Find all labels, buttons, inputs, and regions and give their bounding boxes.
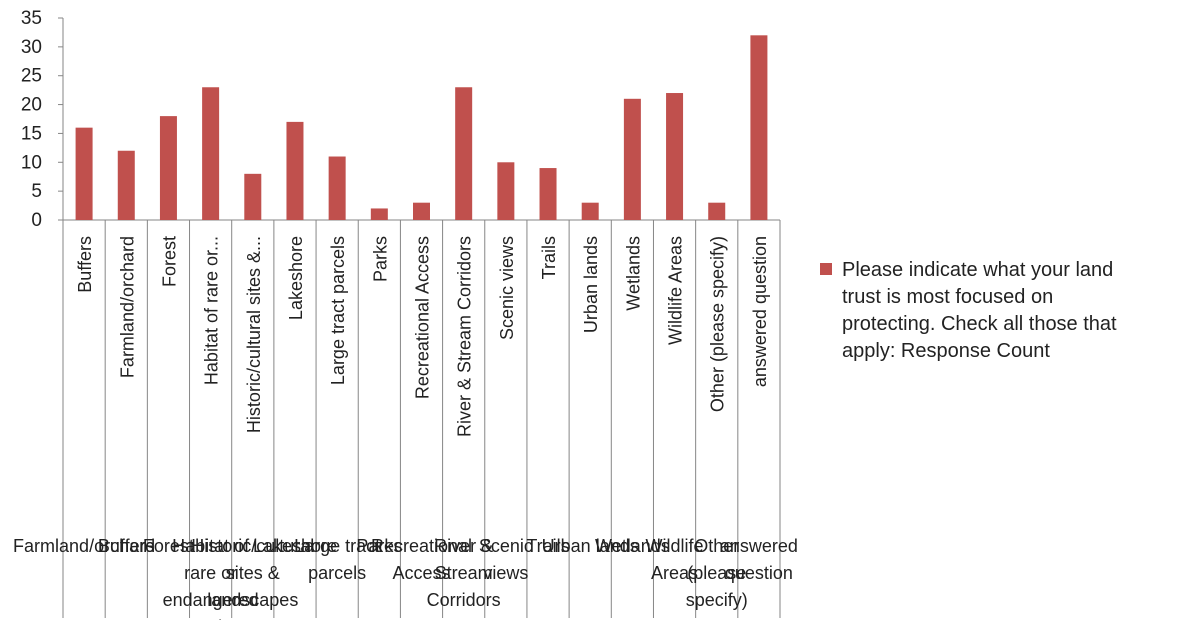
- y-tick-label: 30: [21, 37, 42, 58]
- bar: [244, 173, 262, 220]
- secondary-category-label: Wetlands: [595, 536, 670, 556]
- secondary-category-label: River & Stream Corridors: [427, 536, 501, 610]
- bar: [666, 93, 684, 220]
- bar: [539, 168, 557, 220]
- bars: [75, 35, 768, 220]
- bar: [370, 208, 388, 220]
- secondary-category-label: Wildlife Areas: [646, 536, 704, 583]
- legend: Please indicate what your land trust is …: [820, 257, 1180, 365]
- category-label: Farmland/orchard: [117, 236, 137, 378]
- bar: [497, 162, 515, 220]
- secondary-category-label: Large tract parcels: [294, 536, 380, 583]
- category-label: Trails: [539, 236, 559, 279]
- y-tick-label: 5: [31, 181, 42, 202]
- bar: [328, 156, 346, 220]
- bar: [413, 202, 430, 220]
- secondary-category-label: Lakeshore: [253, 536, 337, 556]
- secondary-category-label: Trails: [526, 536, 569, 556]
- legend-swatch: [820, 263, 832, 275]
- axes: 0 5 10 15 20 25 30 35: [21, 8, 781, 618]
- bar: [286, 121, 304, 220]
- bar: [750, 35, 768, 220]
- secondary-category-label: Farmland/orchard: [13, 536, 155, 556]
- bar: [623, 98, 641, 220]
- category-labels: Buffers Farmland/orchard Forest Habitat of …: [75, 236, 770, 437]
- category-label: Wetlands: [623, 236, 643, 311]
- secondary-category-label: Urban lands: [542, 536, 639, 556]
- bar: [202, 87, 220, 220]
- y-tick-label: 15: [21, 123, 42, 144]
- category-label: Lakeshore: [286, 236, 306, 320]
- bar: [708, 202, 726, 220]
- secondary-category-label: Buffers: [98, 536, 155, 556]
- y-tick-label: 25: [21, 66, 42, 87]
- bar: [75, 127, 93, 220]
- secondary-category-label: Other (please specify): [686, 536, 748, 610]
- category-label: Habitat of rare or...: [202, 236, 222, 385]
- y-tick-label: 20: [21, 95, 42, 116]
- secondary-category-label: Forest: [143, 536, 194, 556]
- y-tick-label: 35: [21, 8, 42, 29]
- category-label: Historic/cultural sites &...: [244, 236, 264, 433]
- secondary-category-label: answered question: [720, 536, 798, 583]
- bar: [117, 150, 135, 220]
- category-label: River & Stream Corridors: [455, 236, 475, 437]
- bar: [455, 87, 473, 220]
- category-label: Large tract parcels: [328, 236, 348, 385]
- category-label: Buffers: [75, 236, 95, 293]
- category-label: Forest: [159, 236, 179, 287]
- secondary-category-label: Recreational Access: [371, 536, 472, 583]
- category-label: Recreational Access: [413, 236, 433, 399]
- bar: [581, 202, 599, 220]
- category-label: Other (please specify): [708, 236, 728, 412]
- category-label: Scenic views: [497, 236, 517, 340]
- legend-label: Please indicate what your land trust is …: [842, 259, 1117, 362]
- secondary-category-label: Historic/cultural sites & landscapes: [191, 536, 314, 610]
- category-label: Parks: [370, 236, 390, 282]
- category-label: Urban lands: [581, 236, 601, 333]
- y-tick-label: 0: [31, 210, 42, 231]
- category-label: Wildlife Areas: [666, 236, 686, 345]
- y-tick-label: 10: [21, 152, 42, 173]
- category-label: answered question: [750, 236, 770, 387]
- secondary-category-label: Parks: [356, 536, 402, 556]
- bar: [159, 116, 177, 220]
- secondary-category-label: Scenic views: [479, 536, 533, 583]
